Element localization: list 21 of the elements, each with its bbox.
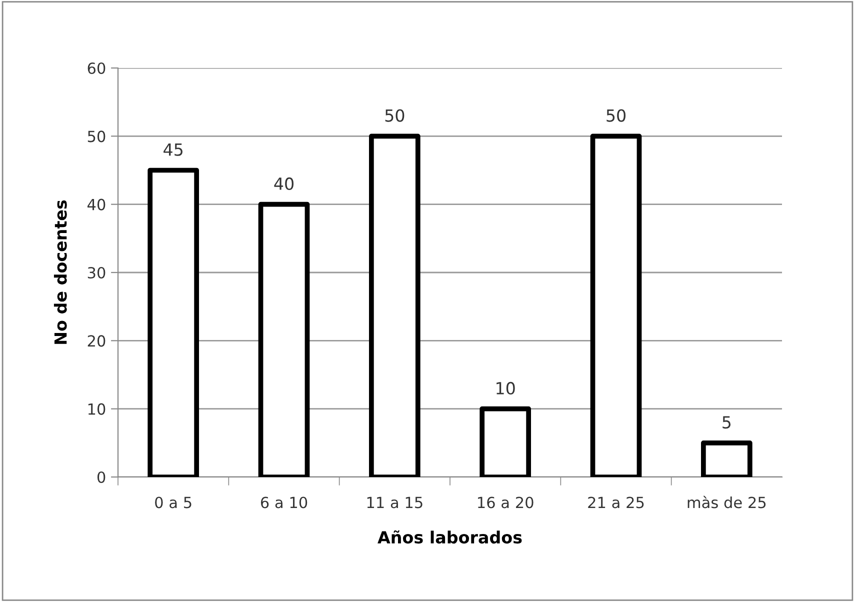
y-tick-label: 60 — [88, 62, 106, 74]
x-tick-label: 21 a 25 — [588, 496, 644, 508]
data-label: 5 — [722, 416, 731, 429]
x-tick-label: 6 a 10 — [260, 496, 308, 508]
x-tick-label: 0 a 5 — [155, 496, 192, 508]
x-tick-label: 16 a 20 — [478, 496, 534, 508]
y-tick-label: 20 — [88, 335, 106, 347]
y-tick-label: 10 — [88, 403, 106, 415]
x-axis-title: Años laborados — [378, 530, 522, 544]
y-axis-title: No de docentes — [54, 200, 67, 344]
data-label: 50 — [606, 109, 626, 122]
y-tick-label: 0 — [97, 471, 106, 484]
x-tick-label: 11 a 15 — [367, 496, 422, 508]
data-label: 40 — [274, 177, 294, 190]
data-label: 50 — [385, 109, 404, 122]
y-tick-label: 50 — [88, 130, 106, 142]
y-tick-label: 40 — [88, 198, 106, 210]
data-label: 45 — [164, 144, 182, 156]
y-tick-label: 30 — [88, 266, 106, 279]
x-tick-label: màs de 25 — [688, 496, 766, 508]
data-label: 10 — [496, 382, 515, 394]
